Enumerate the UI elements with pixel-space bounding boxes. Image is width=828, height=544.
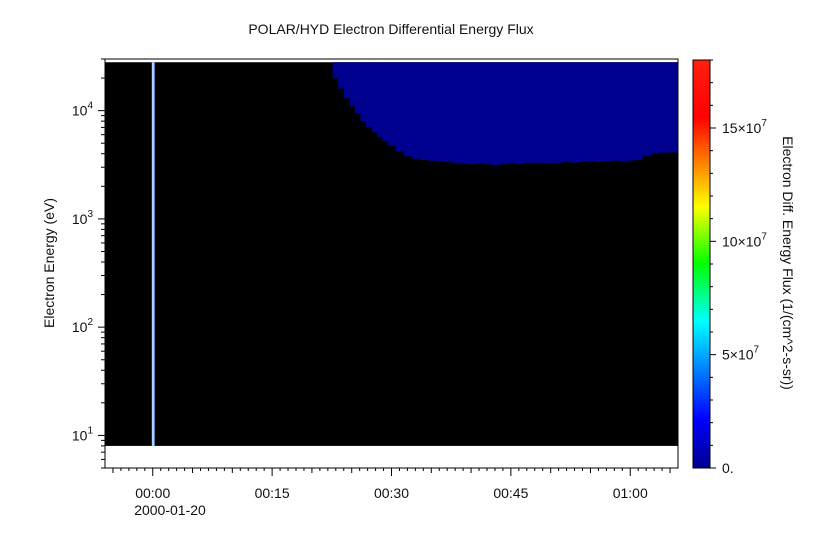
flux-column (514, 62, 524, 165)
flux-column (483, 62, 492, 165)
y-tick-label: 103 (72, 209, 94, 227)
flux-column (467, 62, 476, 165)
flux-spike-core (152, 62, 154, 446)
flux-column (594, 62, 603, 163)
y-tick-label: 101 (72, 425, 94, 443)
flux-column (338, 62, 345, 89)
flux-column (562, 62, 571, 163)
flux-column (650, 62, 659, 154)
flux-column (570, 62, 579, 163)
flux-column (530, 62, 540, 164)
chart-title: POLAR/HYD Electron Differential Energy F… (248, 21, 533, 37)
flux-column (419, 62, 428, 161)
flux-column (411, 62, 420, 159)
flux-column (343, 62, 350, 99)
colorbar-axis: 0. 5×107 10×107 15×107 (710, 59, 767, 476)
flux-column (435, 62, 444, 162)
flux-column (475, 62, 484, 164)
plot-content (105, 62, 679, 446)
flux-column (366, 62, 373, 128)
flux-column (586, 62, 595, 162)
flux-column (602, 62, 611, 162)
colorbar-label: Electron Diff. Energy Flux (1/(cm^2-s-sr… (780, 136, 796, 390)
colorbar-tick-label: 15×107 (722, 118, 767, 136)
flux-column (610, 62, 619, 161)
flux-column (634, 62, 643, 161)
flux-column (554, 62, 564, 163)
x-tick-label: 00:00 (135, 485, 170, 501)
flux-column (546, 62, 556, 164)
x-tick-label: 00:45 (493, 485, 528, 501)
flux-column (538, 62, 548, 163)
x-start-date-label: 2000-01-20 (134, 502, 206, 518)
y-tick-label: 104 (72, 101, 94, 119)
flux-column (371, 62, 378, 133)
y-tick-label: 102 (72, 317, 94, 335)
x-tick-label: 01:00 (613, 485, 648, 501)
flux-column (666, 62, 675, 153)
flux-column (382, 62, 389, 142)
flux-column (427, 62, 436, 161)
flux-column (332, 62, 339, 79)
flux-column (403, 62, 412, 157)
flux-column (618, 62, 627, 162)
flux-column (506, 62, 516, 164)
flux-column (490, 62, 500, 165)
flux-column (498, 62, 508, 165)
colorbar-tick-label: 10×107 (722, 231, 767, 249)
flux-column (354, 62, 361, 114)
y-axis-label: Electron Energy (eV) (41, 198, 57, 328)
flux-column (658, 62, 667, 153)
x-axis: 00:00 00:15 00:30 00:45 01:00 (112, 468, 671, 501)
y-axis: 101 102 103 104 (72, 58, 105, 469)
flux-column (377, 62, 384, 138)
flux-column (395, 62, 404, 152)
colorbar (692, 59, 711, 469)
flux-column (642, 62, 651, 157)
colorbar-tick-label: 0. (722, 460, 734, 476)
flux-column (674, 62, 679, 153)
flux-column (451, 62, 460, 163)
colorbar-tick-label: 5×107 (722, 345, 760, 363)
flux-column (578, 62, 587, 163)
flux-column (522, 62, 532, 163)
flux-column (443, 62, 452, 163)
flux-column (360, 62, 367, 122)
flux-column (459, 62, 468, 164)
flux-column (388, 62, 396, 147)
flux-column (626, 62, 635, 161)
flux-column (349, 62, 356, 107)
x-tick-label: 00:30 (374, 485, 409, 501)
x-tick-label: 00:15 (255, 485, 290, 501)
